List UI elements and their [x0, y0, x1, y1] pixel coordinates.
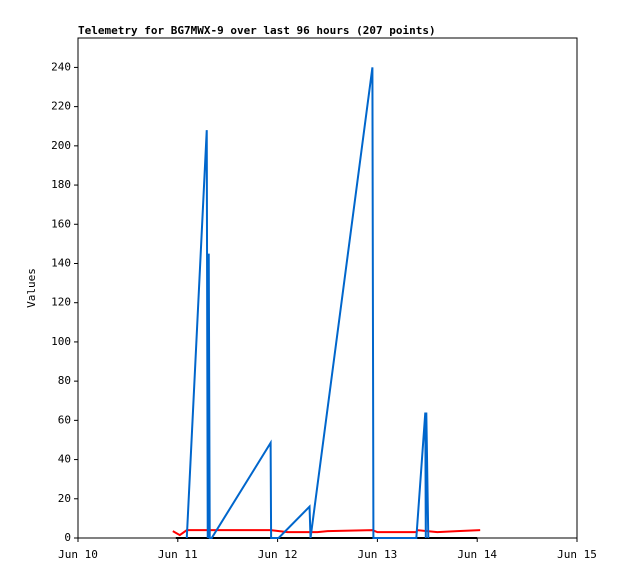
x-tick-label: Jun 12: [258, 548, 298, 561]
y-tick-label: 200: [51, 139, 71, 152]
chart-title: Telemetry for BG7MWX-9 over last 96 hour…: [78, 24, 436, 37]
y-tick-label: 40: [58, 453, 71, 466]
y-axis-label: Values: [25, 268, 38, 308]
y-tick-label: 160: [51, 217, 71, 230]
x-tick-label: Jun 15: [557, 548, 597, 561]
y-tick-label: 120: [51, 296, 71, 309]
y-tick-label: 60: [58, 413, 71, 426]
x-tick-label: Jun 13: [358, 548, 398, 561]
x-tick-label: Jun 10: [58, 548, 98, 561]
y-tick-label: 140: [51, 256, 71, 269]
plot-frame: [77, 37, 578, 539]
y-tick-label: 0: [64, 531, 71, 544]
y-tick-label: 80: [58, 374, 71, 387]
y-tick-label: 100: [51, 335, 71, 348]
y-tick-label: 180: [51, 178, 71, 191]
series-line: [172, 529, 481, 537]
y-tick-label: 20: [58, 492, 71, 505]
y-tick-label: 240: [51, 60, 71, 73]
x-tick-label: Jun 14: [457, 548, 497, 561]
x-tick-label: Jun 11: [158, 548, 198, 561]
series-line: [185, 67, 430, 539]
y-tick-label: 220: [51, 100, 71, 113]
